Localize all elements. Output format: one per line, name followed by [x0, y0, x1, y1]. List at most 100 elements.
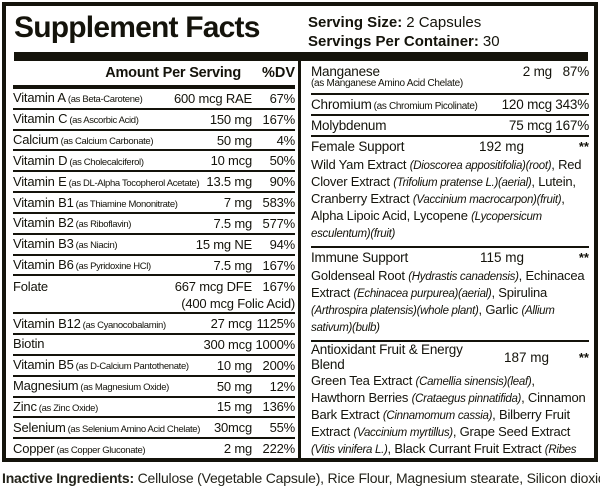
nutrient-amount: 50 mg: [216, 132, 252, 148]
blend-ingredients: Wild Yam Extract (Dioscorea appositifoli…: [311, 156, 589, 246]
nutrient-name: Vitamin D: [13, 152, 68, 168]
nutrient-label: Biotin: [13, 335, 201, 353]
latin-name: (Hydrastis canadensis): [408, 271, 519, 283]
header-rule: [14, 52, 588, 61]
latin-name: (Vaccinium myrtillus): [353, 427, 453, 439]
latin-name: (Allium sativum)(bulb): [311, 305, 555, 334]
nutrient-amount: 7.5 mg: [213, 215, 252, 231]
latin-name: (Lycopersicum esculentum)(fruit): [311, 211, 542, 240]
nutrient-amount: 30mcg: [213, 420, 252, 436]
nutrient-dv: 577%: [262, 215, 296, 231]
nutrient-form: (as Thiamine Mononitrate): [75, 198, 178, 210]
latin-name: (Dioscorea appositifolia)(root): [409, 160, 552, 172]
nutrient-name: Vitamin B3: [13, 236, 74, 252]
blend-header-row: Antioxidant Fruit & Energy Blend 187 mg …: [311, 340, 589, 372]
table-row: Vitamin C (as Ascorbic Acid) 150 mg 167%: [13, 107, 296, 129]
table-row: Selenium (as Selenium Amino Acid Chelate)…: [13, 416, 295, 437]
nutrient-form: (as Magnesium Oxide): [80, 382, 169, 394]
ingredient-name: , Spirulina: [491, 285, 548, 300]
serving-size-value: 2 Capsules: [406, 14, 482, 31]
nutrient-name: Calcium: [13, 132, 59, 148]
blend-amount: 192 mg: [478, 139, 524, 154]
nutrient-dv: 1125%: [256, 316, 295, 332]
nutrient-amount: 13.5 mg: [206, 174, 252, 190]
blend-amount: 115 mg: [479, 250, 524, 265]
nutrient-label: Vitamin B2 (as Riboflavin): [13, 214, 210, 232]
serving-size-line: Serving Size: 2 Capsules: [308, 13, 500, 32]
table-row: Vitamin A (as Beta-Carotene) 600 mcg RAE 67…: [13, 89, 295, 108]
row-main-line: Folate 667 mcg DFE 167%: [13, 278, 295, 296]
blend-dv: **: [578, 250, 589, 265]
nutrient-amount: 7 mg: [223, 195, 252, 211]
dv-header: %DV: [261, 65, 295, 81]
nutrient-dv: 167%: [262, 257, 296, 273]
blend-dv: **: [578, 349, 589, 365]
nutrient-label: Selenium (as Selenium Amino Acid Chelate): [13, 419, 211, 437]
amount-per-serving-header: Amount Per Serving: [105, 65, 241, 81]
table-row: Calcium (as Calcium Carbonate) 50 mg 4%: [13, 128, 295, 150]
nutrient-form: (as Copper Gluconate): [56, 444, 146, 456]
nutrient-amount: 10 mcg: [210, 153, 253, 169]
nutrient-form: (as Selenium Amino Acid Chelate): [67, 423, 201, 435]
nutrient-form: (as Chromium Picolinate): [373, 100, 478, 112]
table-row: Vitamin B5 (as D-Calcium Pantothenate) 10 …: [13, 353, 295, 375]
nutrient-label: Vitamin B5 (as D-Calcium Pantothenate): [13, 356, 214, 374]
panel-title: Supplement Facts: [14, 11, 260, 44]
ingredient-name: Green Tea Extract: [311, 373, 416, 388]
nutrient-dv: 12%: [269, 378, 296, 394]
nutrient-name: Copper: [13, 440, 55, 456]
blend-dv: **: [578, 139, 589, 154]
table-header-rule: [13, 85, 295, 89]
ingredient-name: Wild Yam Extract: [311, 157, 410, 172]
nutrient-amount: 2 mg: [223, 441, 252, 457]
ingredient-name: , Hawthorn Berries: [311, 373, 535, 405]
nutrient-form: (as Beta-Carotene): [67, 94, 143, 106]
latin-name: (Crataegus pinnatifida): [411, 393, 522, 405]
blend-ingredients: Green Tea Extract (Camellia sinensis)(le…: [311, 372, 589, 458]
table-row: Vitamin B12 (as Cyanocobalamin) 27 mcg 1125…: [13, 312, 295, 333]
nutrient-name: Vitamin E: [13, 173, 67, 189]
table-row: Molybdenum 75 mcg 167%: [311, 114, 589, 135]
nutrient-label: Vitamin B12 (as Cyanocobalamin): [13, 315, 208, 333]
nutrient-dv: 136%: [262, 399, 296, 415]
blend-header-row: Immune Support 115 mg **: [311, 246, 589, 267]
nutrient-name: Manganese: [311, 63, 380, 79]
nutrient-label: Chromium (as Chromium Picolinate): [311, 96, 499, 114]
table-row: Zinc (as Zinc Oxide) 15 mg 136%: [13, 395, 296, 417]
nutrient-label: Vitamin A (as Beta-Carotene): [13, 89, 171, 107]
ingredient-name: , Red Clover Extract: [311, 157, 582, 189]
nutrient-name: Vitamin C: [13, 111, 68, 127]
nutrient-amount: 10 mg: [216, 357, 252, 373]
nutrient-name: Biotin: [13, 336, 45, 352]
nutrient-dv: 87%: [562, 64, 590, 79]
nutrient-amount: 150 mg: [209, 111, 252, 127]
ingredient-name: , Cinnamon Bark Extract: [311, 390, 586, 422]
nutrient-dv: 55%: [269, 420, 296, 436]
table-row: Manganese 2 mg 87%: [311, 61, 589, 82]
nutrient-amount: 15 mg NE: [195, 236, 252, 252]
nutrient-form: (as Niacin): [75, 240, 118, 252]
nutrient-label: Vitamin C (as Ascorbic Acid): [13, 110, 207, 128]
nutrient-name: Vitamin B1: [13, 194, 74, 210]
nutrient-form: (as Cholecalciferol): [69, 156, 144, 168]
nutrient-amount: 600 mcg RAE: [173, 90, 252, 106]
serving-size-label: Serving Size:: [308, 14, 403, 31]
nutrient-dv: 167%: [262, 111, 296, 127]
nutrient-dv: 167%: [555, 118, 589, 133]
blend-amount: 187 mg: [503, 349, 549, 365]
nutrient-name: Selenium: [13, 419, 66, 435]
nutrient-label: Calcium (as Calcium Carbonate): [13, 131, 214, 149]
nutrient-label: Vitamin B1 (as Thiamine Mononitrate): [13, 194, 221, 212]
nutrient-amount: 7.5 mg: [213, 257, 252, 273]
latin-name: (Camellia sinensis)(leaf): [415, 376, 532, 388]
table-row: Vitamin D (as Cholecalciferol) 10 mcg 50%: [13, 149, 295, 170]
nutrient-form: (as Zinc Oxide): [38, 402, 99, 414]
ingredient-name: , Black Currant Fruit Extract: [387, 441, 545, 456]
table-row: Magnesium (as Magnesium Oxide) 50 mg 12%: [13, 374, 296, 396]
nutrient-name: Vitamin B12: [13, 315, 81, 331]
panel-header: Supplement Facts Serving Size: 2 Capsules…: [6, 6, 594, 51]
nutrient-label: Zinc (as Zinc Oxide): [13, 398, 214, 416]
nutrient-name: Vitamin B6: [13, 257, 74, 273]
table-row: Vitamin B1 (as Thiamine Mononitrate) 7 mg 5…: [13, 191, 295, 212]
ingredient-name: , Echinacea Extract: [311, 268, 585, 300]
